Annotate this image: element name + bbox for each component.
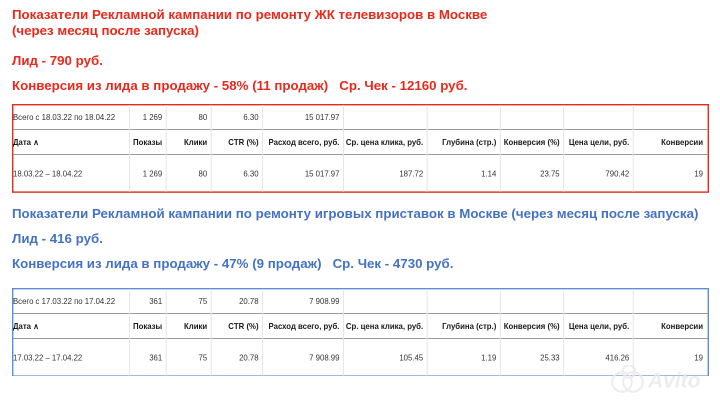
svg-text:23.75: 23.75 (540, 170, 559, 179)
svg-text:790.42: 790.42 (605, 170, 629, 179)
svg-text:Ср. цена клика, руб.: Ср. цена клика, руб. (346, 322, 423, 331)
svg-text:105.45: 105.45 (399, 353, 423, 362)
svg-text:416.26: 416.26 (605, 353, 629, 362)
svg-text:Ср. цена клика, руб.: Ср. цена клика, руб. (346, 138, 423, 147)
svg-text:Расход всего, руб.: Расход всего, руб. (269, 322, 340, 331)
svg-text:75: 75 (199, 296, 208, 305)
svg-text:Всего с 17.03.22 по 17.04.22: Всего с 17.03.22 по 17.04.22 (13, 296, 115, 305)
svg-text:7 908.99: 7 908.99 (309, 296, 339, 305)
svg-text:CTR (%): CTR (%) (228, 138, 259, 147)
svg-text:Всего с 18.03.22 по 18.04.22: Всего с 18.03.22 по 18.04.22 (13, 113, 115, 122)
svg-text:1 269: 1 269 (143, 113, 162, 122)
svg-text:Avito: Avito (647, 370, 701, 393)
svg-text:1.19: 1.19 (481, 353, 496, 362)
svg-text:75: 75 (199, 353, 208, 362)
svg-text:15 017.97: 15 017.97 (305, 113, 340, 122)
svg-text:18.03.22 – 18.04.22: 18.03.22 – 18.04.22 (13, 170, 82, 179)
svg-text:187.72: 187.72 (399, 170, 423, 179)
svg-text:Дата ∧: Дата ∧ (13, 322, 39, 331)
svg-text:Показы: Показы (133, 322, 163, 331)
svg-text:6.30: 6.30 (243, 170, 259, 179)
svg-text:Цена цели, руб.: Цена цели, руб. (569, 322, 629, 331)
svg-text:7 908.99: 7 908.99 (309, 353, 339, 362)
svg-text:20.78: 20.78 (239, 296, 258, 305)
svg-text:Конверсия (%): Конверсия (%) (504, 322, 560, 331)
svg-text:15 017.97: 15 017.97 (305, 170, 340, 179)
svg-text:Конверсии: Конверсии (661, 322, 703, 331)
svg-text:20.78: 20.78 (239, 353, 258, 362)
svg-text:Дата ∧: Дата ∧ (13, 138, 39, 147)
svg-text:6.30: 6.30 (243, 113, 259, 122)
svg-text:19: 19 (694, 170, 703, 179)
svg-text:Конверсия (%): Конверсия (%) (504, 138, 560, 147)
svg-text:25.33: 25.33 (540, 353, 559, 362)
svg-text:Глубина (стр.): Глубина (стр.) (442, 138, 497, 147)
svg-text:80: 80 (199, 113, 208, 122)
svg-text:361: 361 (149, 296, 162, 305)
svg-text:19: 19 (694, 353, 703, 362)
svg-text:CTR (%): CTR (%) (228, 322, 259, 331)
svg-text:80: 80 (199, 170, 208, 179)
svg-text:1.14: 1.14 (481, 170, 497, 179)
svg-text:Клики: Клики (184, 138, 207, 147)
svg-text:Глубина (стр.): Глубина (стр.) (442, 322, 497, 331)
svg-text:1 269: 1 269 (143, 170, 162, 179)
svg-text:Цена цели, руб.: Цена цели, руб. (569, 138, 629, 147)
svg-text:361: 361 (149, 353, 162, 362)
svg-text:Клики: Клики (184, 322, 207, 331)
svg-text:Показы: Показы (133, 138, 163, 147)
svg-text:17.03.22 – 17.04.22: 17.03.22 – 17.04.22 (13, 353, 82, 362)
svg-text:Конверсии: Конверсии (661, 138, 703, 147)
svg-text:Расход всего, руб.: Расход всего, руб. (269, 138, 340, 147)
